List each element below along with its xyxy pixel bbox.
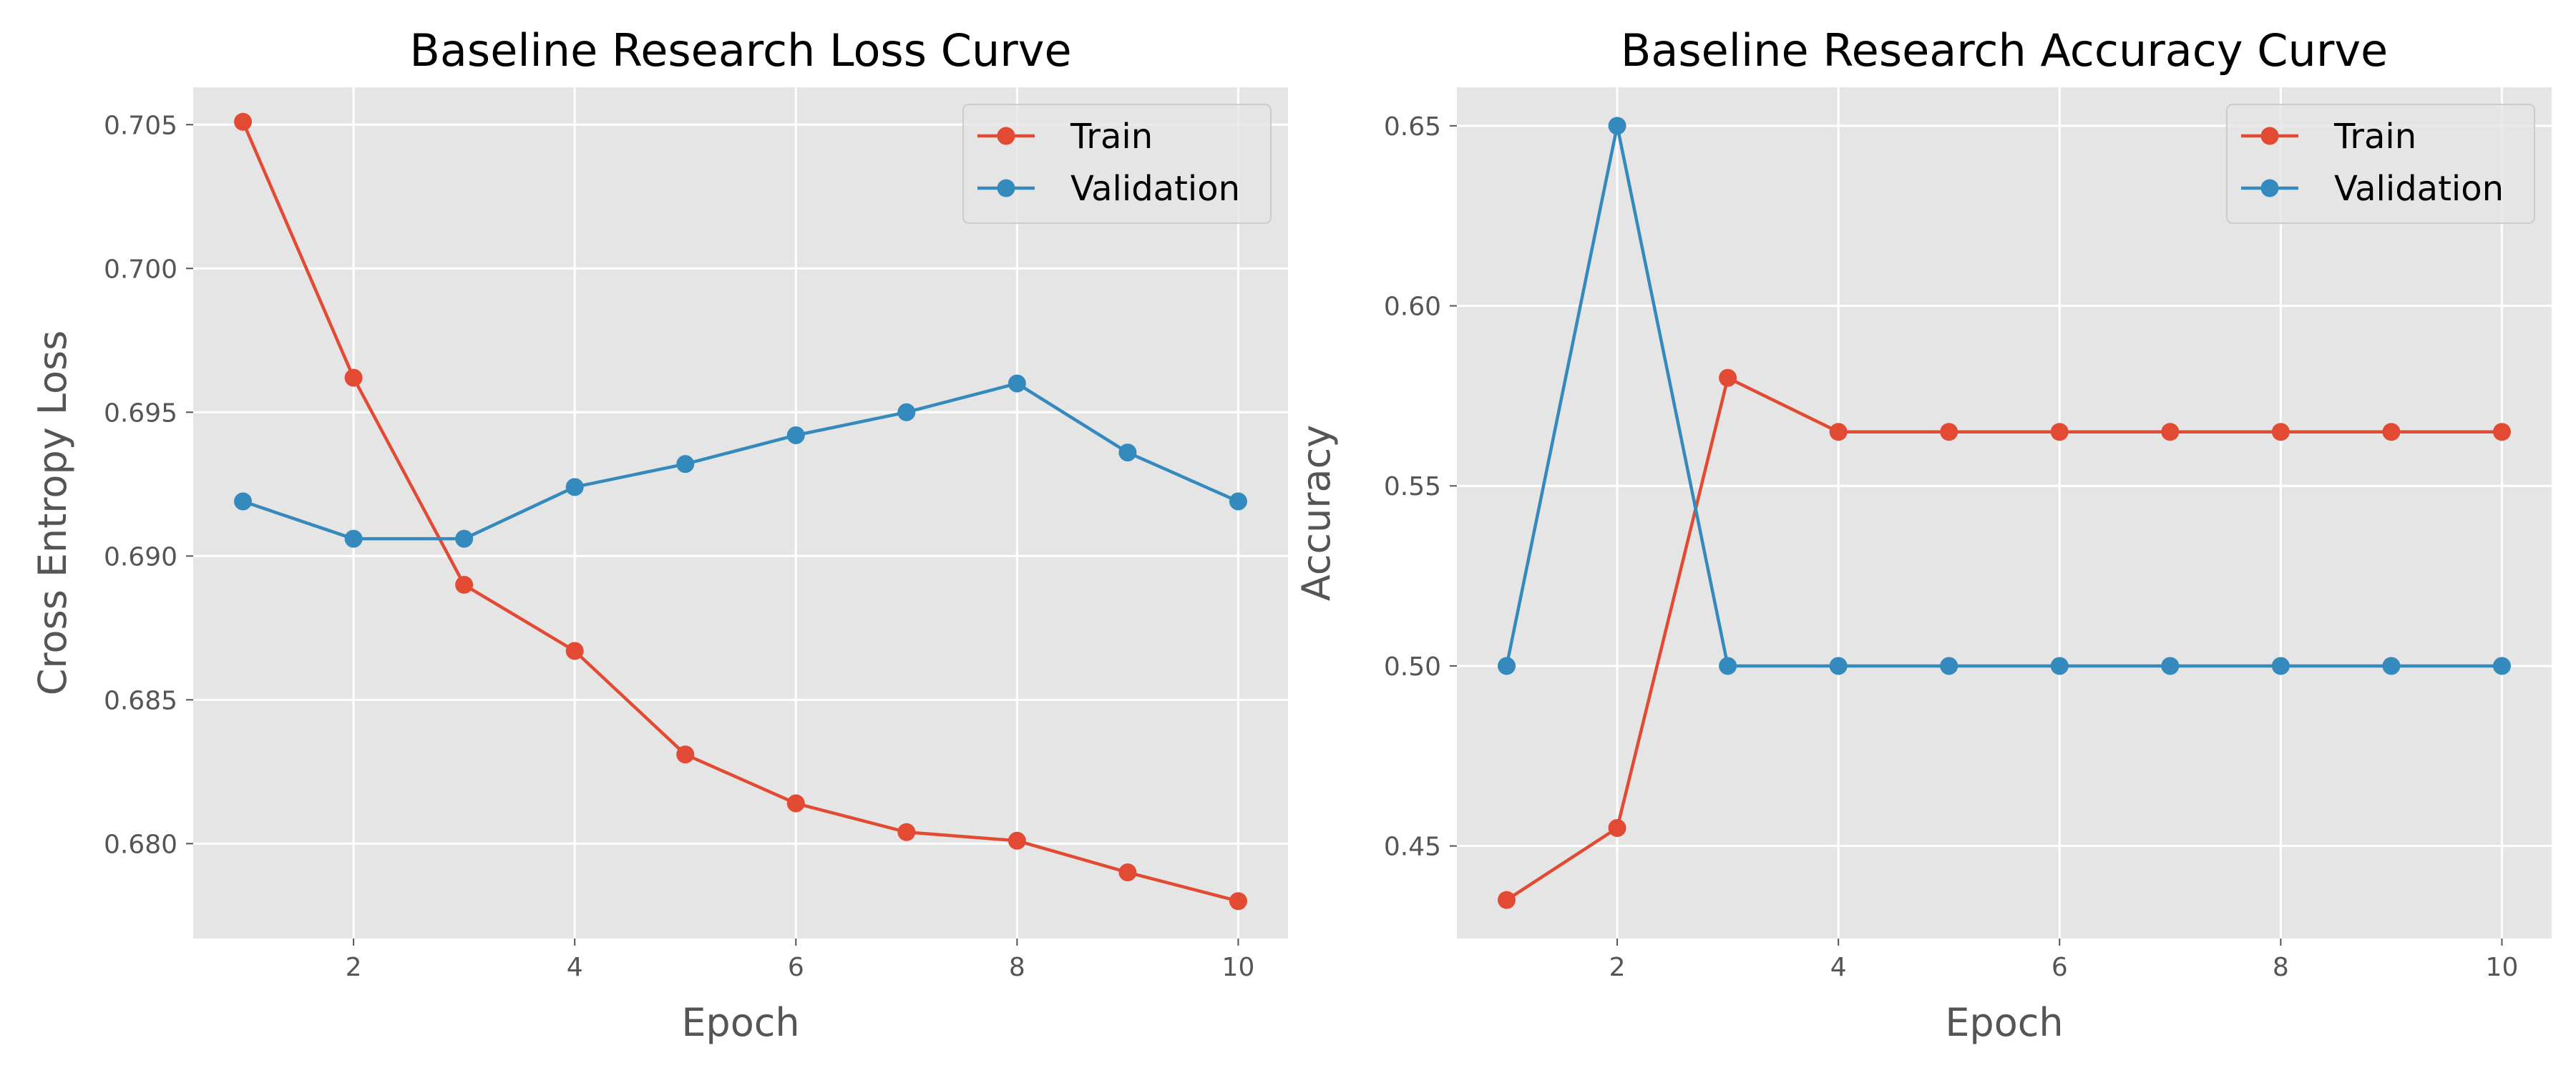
accuracy-x-axis-label: Epoch xyxy=(1945,1000,2063,1045)
loss-train-point xyxy=(565,642,584,660)
accuracy-x-tick-label: 2 xyxy=(1609,953,1626,982)
accuracy-train-point xyxy=(2271,423,2290,441)
loss-legend: Train Validation xyxy=(962,104,1272,224)
accuracy-x-tick-label: 8 xyxy=(2273,953,2289,982)
loss-validation-point xyxy=(455,529,474,548)
loss-validation-point xyxy=(786,426,805,444)
loss-train-series-line xyxy=(241,121,1239,903)
loss-train-point xyxy=(344,368,363,387)
accuracy-validation-point xyxy=(2271,657,2290,675)
loss-y-tick-label: 0.695 xyxy=(104,398,177,428)
loss-train-point xyxy=(897,823,916,841)
accuracy-validation-point xyxy=(2382,657,2401,675)
loss-train-legend-label: Train xyxy=(1070,117,1153,157)
loss-x-tick-label: 10 xyxy=(1222,953,1255,982)
loss-x-tick-label: 4 xyxy=(567,953,583,982)
accuracy-train-point xyxy=(2382,423,2401,441)
accuracy-legend: Train Validation xyxy=(2226,104,2535,224)
accuracy-train-point xyxy=(2050,423,2069,441)
loss-validation-point xyxy=(1118,444,1137,462)
loss-validation-point xyxy=(565,478,584,496)
accuracy-validation-point xyxy=(1608,117,1626,135)
accuracy-validation-point xyxy=(2492,657,2511,675)
loss-x-tick-label: 6 xyxy=(788,953,804,982)
loss-legend-box xyxy=(962,104,1272,224)
loss-x-axis-label: Epoch xyxy=(681,1000,799,1045)
accuracy-validation-point xyxy=(1829,657,1848,675)
accuracy-y-axis-label: Accuracy xyxy=(1294,425,1339,602)
accuracy-y-tick-label: 0.55 xyxy=(1384,472,1441,501)
accuracy-validation-point xyxy=(2050,657,2069,675)
accuracy-train-point xyxy=(1829,423,1848,441)
accuracy-validation-legend-marker xyxy=(2260,179,2279,197)
loss-validation-legend-label: Validation xyxy=(1070,169,1240,209)
loss-validation-series-line xyxy=(242,381,1239,541)
accuracy-x-tick-label: 6 xyxy=(2051,953,2068,982)
accuracy-train-series-line xyxy=(1506,376,2502,902)
loss-train-point xyxy=(676,745,695,764)
loss-validation-point xyxy=(897,403,916,421)
accuracy-y-tick-label: 0.50 xyxy=(1384,652,1441,682)
loss-validation-point xyxy=(1229,492,1247,511)
accuracy-train-point xyxy=(1719,368,1737,387)
accuracy-validation-point xyxy=(2161,657,2180,675)
loss-train-point xyxy=(1118,863,1137,882)
accuracy-chart: 2 4 6 8 10 0.45 0.50 0.55 0.60 0.65 Baseline Resea… xyxy=(1294,24,2552,1045)
accuracy-validation-point xyxy=(1940,657,1958,675)
loss-validation-point xyxy=(676,455,695,474)
loss-y-tick-label: 0.690 xyxy=(104,542,177,572)
accuracy-train-point xyxy=(2161,423,2180,441)
loss-y-tick-label: 0.700 xyxy=(104,255,177,284)
loss-train-point xyxy=(1008,831,1026,850)
loss-plot-area xyxy=(193,87,1288,939)
accuracy-train-point xyxy=(1940,423,1958,441)
loss-x-tick-label: 8 xyxy=(1009,953,1025,982)
loss-validation-point xyxy=(1008,374,1026,393)
loss-y-tick-label: 0.685 xyxy=(104,686,177,715)
loss-validation-point xyxy=(234,492,253,511)
accuracy-train-point xyxy=(1608,818,1626,837)
accuracy-validation-legend-label: Validation xyxy=(2334,169,2504,209)
accuracy-train-point xyxy=(2492,423,2511,441)
loss-train-point xyxy=(455,576,474,594)
loss-train-point xyxy=(786,794,805,813)
loss-y-tick-label: 0.705 xyxy=(104,111,177,140)
loss-train-point xyxy=(234,112,253,131)
loss-validation-legend-marker xyxy=(997,179,1015,197)
accuracy-train-point xyxy=(1498,891,1516,909)
loss-train-legend-marker xyxy=(997,127,1015,145)
loss-y-axis-label: Cross Entropy Loss xyxy=(30,330,75,696)
loss-validation-point xyxy=(344,529,363,548)
accuracy-validation-point xyxy=(1498,657,1516,675)
accuracy-legend-box xyxy=(2226,104,2535,224)
accuracy-y-tick-label: 0.65 xyxy=(1384,112,1441,142)
accuracy-train-legend-label: Train xyxy=(2333,117,2416,157)
accuracy-y-tick-label: 0.45 xyxy=(1384,833,1441,862)
accuracy-chart-title: Baseline Research Accuracy Curve xyxy=(1621,24,2388,77)
accuracy-y-tick-label: 0.60 xyxy=(1384,293,1441,322)
accuracy-validation-point xyxy=(1719,657,1737,675)
accuracy-train-legend-marker xyxy=(2260,127,2279,145)
loss-x-tick-label: 2 xyxy=(346,953,362,982)
loss-chart-title: Baseline Research Loss Curve xyxy=(409,24,1071,77)
accuracy-x-tick-label: 10 xyxy=(2486,953,2519,982)
loss-y-tick-label: 0.680 xyxy=(104,830,177,859)
accuracy-x-tick-label: 4 xyxy=(1830,953,1847,982)
loss-chart: 2 4 6 8 10 0.680 0.685 0.690 0.695 0.700 0.705 Base… xyxy=(30,24,1288,1045)
accuracy-validation-series-line xyxy=(1505,124,2502,668)
loss-train-point xyxy=(1229,892,1247,911)
